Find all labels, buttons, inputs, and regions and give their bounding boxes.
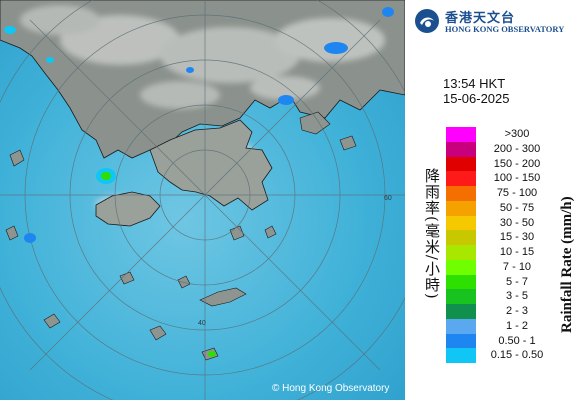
hong-kong-territory [149,119,273,211]
range-ring-label: 40 [198,320,206,327]
legend-swatch [446,333,476,349]
legend-label: 10 - 15 [499,246,535,258]
legend-label: 150 - 200 [493,157,541,170]
legend-title-en: Rainfall Rate (mm/h) [559,196,575,334]
legend-swatch [446,230,476,245]
legend-label: 200 - 300 [493,142,541,155]
legend-swatch [446,259,476,275]
rain-echoes [4,7,394,357]
legend-label: 2 - 3 [505,305,528,317]
legend-swatch [446,348,476,363]
legend-label: 15 - 30 [499,231,535,244]
range-rings [0,0,405,400]
legend-label: >300 [504,128,530,140]
legend-swatch [446,141,476,157]
legend-label: 50 - 75 [499,201,535,214]
hko-emblem-icon [415,9,439,33]
radar-map-canvas: 40 60 [0,0,405,400]
legend-swatch [446,186,476,201]
org-name-zh: 香港天文台 [445,11,516,26]
legend-label: 0.50 - 1 [498,334,536,347]
range-ring-label-outer: 60 [384,195,392,202]
legend-swatch [446,245,476,260]
legend-swatch [446,289,476,304]
legend-swatch [446,304,476,319]
copyright-text: © Hong Kong Observatory [272,383,390,394]
radar-map[interactable]: 40 60 © Hong Kong Observatory [0,0,405,400]
observation-time: 13:54 HKT [443,76,506,91]
legend-swatch [446,127,476,142]
legend-label: 100 - 150 [493,172,541,185]
legend-swatches [446,127,476,363]
observation-date: 15-06-2025 [443,91,510,106]
legend-swatch [446,274,476,290]
legend-label: 3 - 5 [505,290,528,303]
org-name-en: HONG KONG OBSERVATORY [445,24,565,34]
legend-swatch [446,156,476,172]
legend-label: 1 - 2 [505,319,528,332]
legend-label: 7 - 10 [502,260,532,273]
lantau-island [95,191,161,227]
info-panel: 香港天文台 HONG KONG OBSERVATORY 13:54 HKT 15… [405,0,577,400]
hko-logo[interactable]: 香港天文台 HONG KONG OBSERVATORY [414,7,574,35]
legend-label: 75 - 100 [496,187,538,199]
legend-title-zh: 降雨率(毫米/小時) [423,168,441,300]
legend-swatch [446,171,476,186]
legend-swatch [446,318,476,334]
legend-swatch [446,200,476,216]
legend-swatch [446,215,476,231]
legend-label: 0.15 - 0.50 [490,349,544,362]
legend-label: 5 - 7 [505,275,528,288]
legend-labels: >300 200 - 300 150 - 200 100 - 150 75 - 100 5… [477,127,557,363]
legend-label: 30 - 50 [499,216,535,229]
